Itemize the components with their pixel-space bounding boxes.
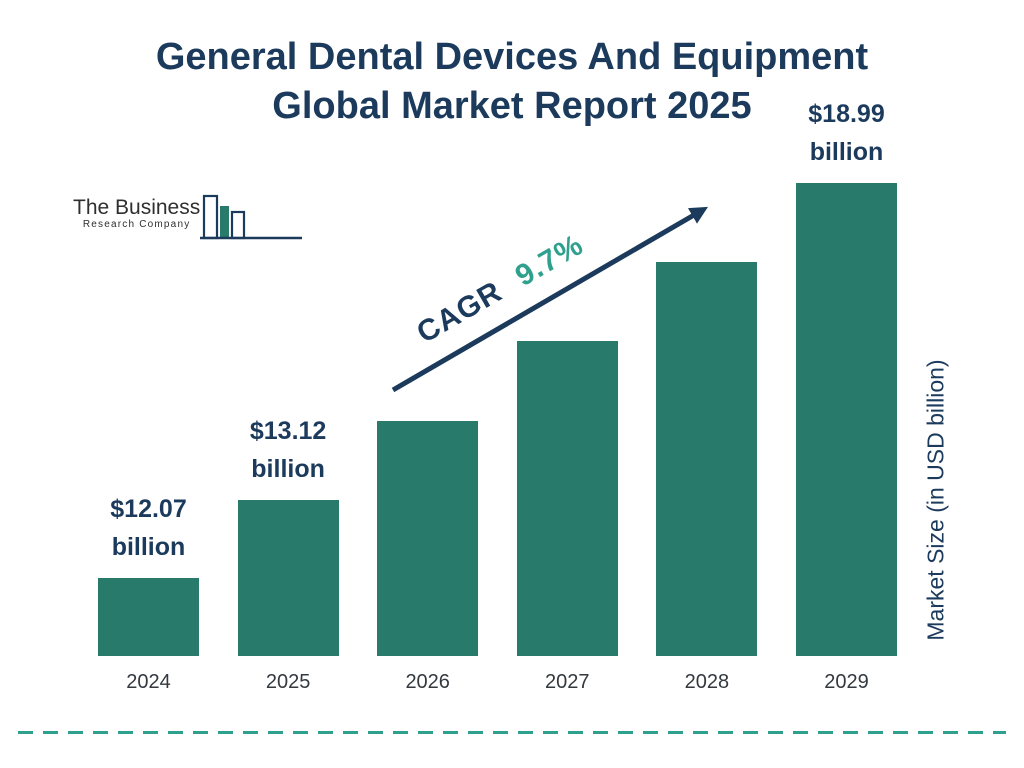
bar-2025 (237, 500, 339, 656)
page-title-line2: Global Market Report 2025 (272, 85, 752, 127)
value-label-2029: $18.99 billion (808, 100, 885, 166)
x-axis-label-2027: 2027 (545, 671, 590, 693)
bar-2027 (516, 341, 618, 656)
company-logo-name: The Business (73, 196, 201, 219)
page-title: General Dental Devices And Equipment Glo… (0, 33, 1024, 131)
bottom-dashed-divider (18, 731, 1006, 734)
x-axis-label-2024: 2024 (126, 671, 171, 693)
value-label-2025: $13.12 billion (249, 417, 327, 483)
company-logo-subtitle: Research Company (82, 219, 191, 230)
bar-chart-logo-icon (200, 194, 303, 240)
bar-chart: $12.07 billion 2024 $13.12 billion 2025 2026 20… (98, 76, 897, 693)
x-axis-label-2028: 2028 (684, 671, 730, 693)
company-logo-text: The Business Research Company (73, 196, 201, 231)
value-label-2024: $12.07 billion (110, 495, 187, 561)
x-axis-label-2026: 2026 (405, 671, 450, 693)
x-axis-label-2029: 2029 (824, 671, 869, 693)
x-axis-label-2025: 2025 (265, 671, 311, 693)
company-logo: The Business Research Company (73, 182, 304, 244)
bar-2024 (98, 578, 199, 656)
y-axis-label: Market Size (in USD billion) (922, 359, 949, 641)
bar-2026 (377, 421, 479, 656)
bar-2029 (796, 183, 897, 656)
page-title-line1: General Dental Devices And Equipment (155, 36, 869, 78)
bar-2028 (656, 262, 758, 656)
